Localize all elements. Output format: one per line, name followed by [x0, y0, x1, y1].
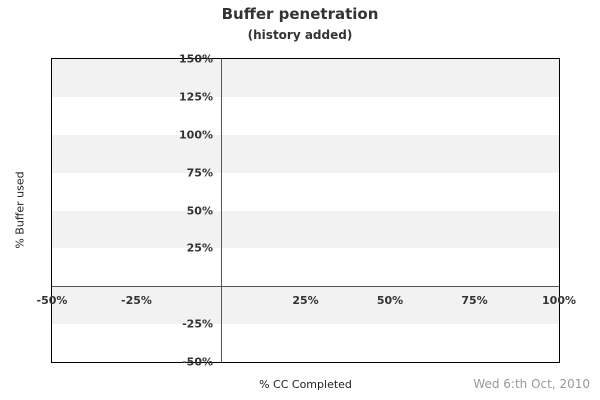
y-tick-label: -25% — [182, 317, 213, 331]
y-tick-label: 150% — [179, 52, 213, 66]
y-tick-label: 25% — [186, 241, 213, 255]
chart-title: Buffer penetration — [221, 5, 379, 23]
x-tick-label: -50% — [36, 294, 68, 308]
y-tick-label: 75% — [186, 166, 213, 180]
chart-subtitle: (history added) — [247, 28, 353, 42]
grid-band — [52, 210, 559, 249]
y-axis-title: % Buffer used — [13, 171, 27, 249]
y-tick-label: 125% — [179, 90, 213, 104]
plot-area: 150% 125% 100% 75% 50% 25% -25% -50% -50% -25% 25%… — [37, 53, 576, 369]
x-tick-label: -25% — [121, 294, 152, 308]
x-zero-axis-line — [52, 286, 559, 288]
date-label: Wed 6:th Oct, 2010 — [473, 377, 590, 391]
grid-band — [52, 286, 559, 325]
x-tick-label: 75% — [461, 294, 488, 308]
x-tick-label: 50% — [376, 294, 404, 308]
y-tick-label: 100% — [179, 128, 213, 142]
x-tick-label: 100% — [542, 294, 576, 308]
grid-band — [52, 59, 559, 97]
x-tick-label: 25% — [292, 294, 319, 308]
grid-band — [52, 134, 559, 173]
y-tick-label: 50% — [186, 204, 213, 217]
x-axis-title: % CC Completed — [259, 378, 352, 391]
y-tick-label: -50% — [182, 355, 213, 369]
y-zero-axis-line — [221, 59, 222, 362]
